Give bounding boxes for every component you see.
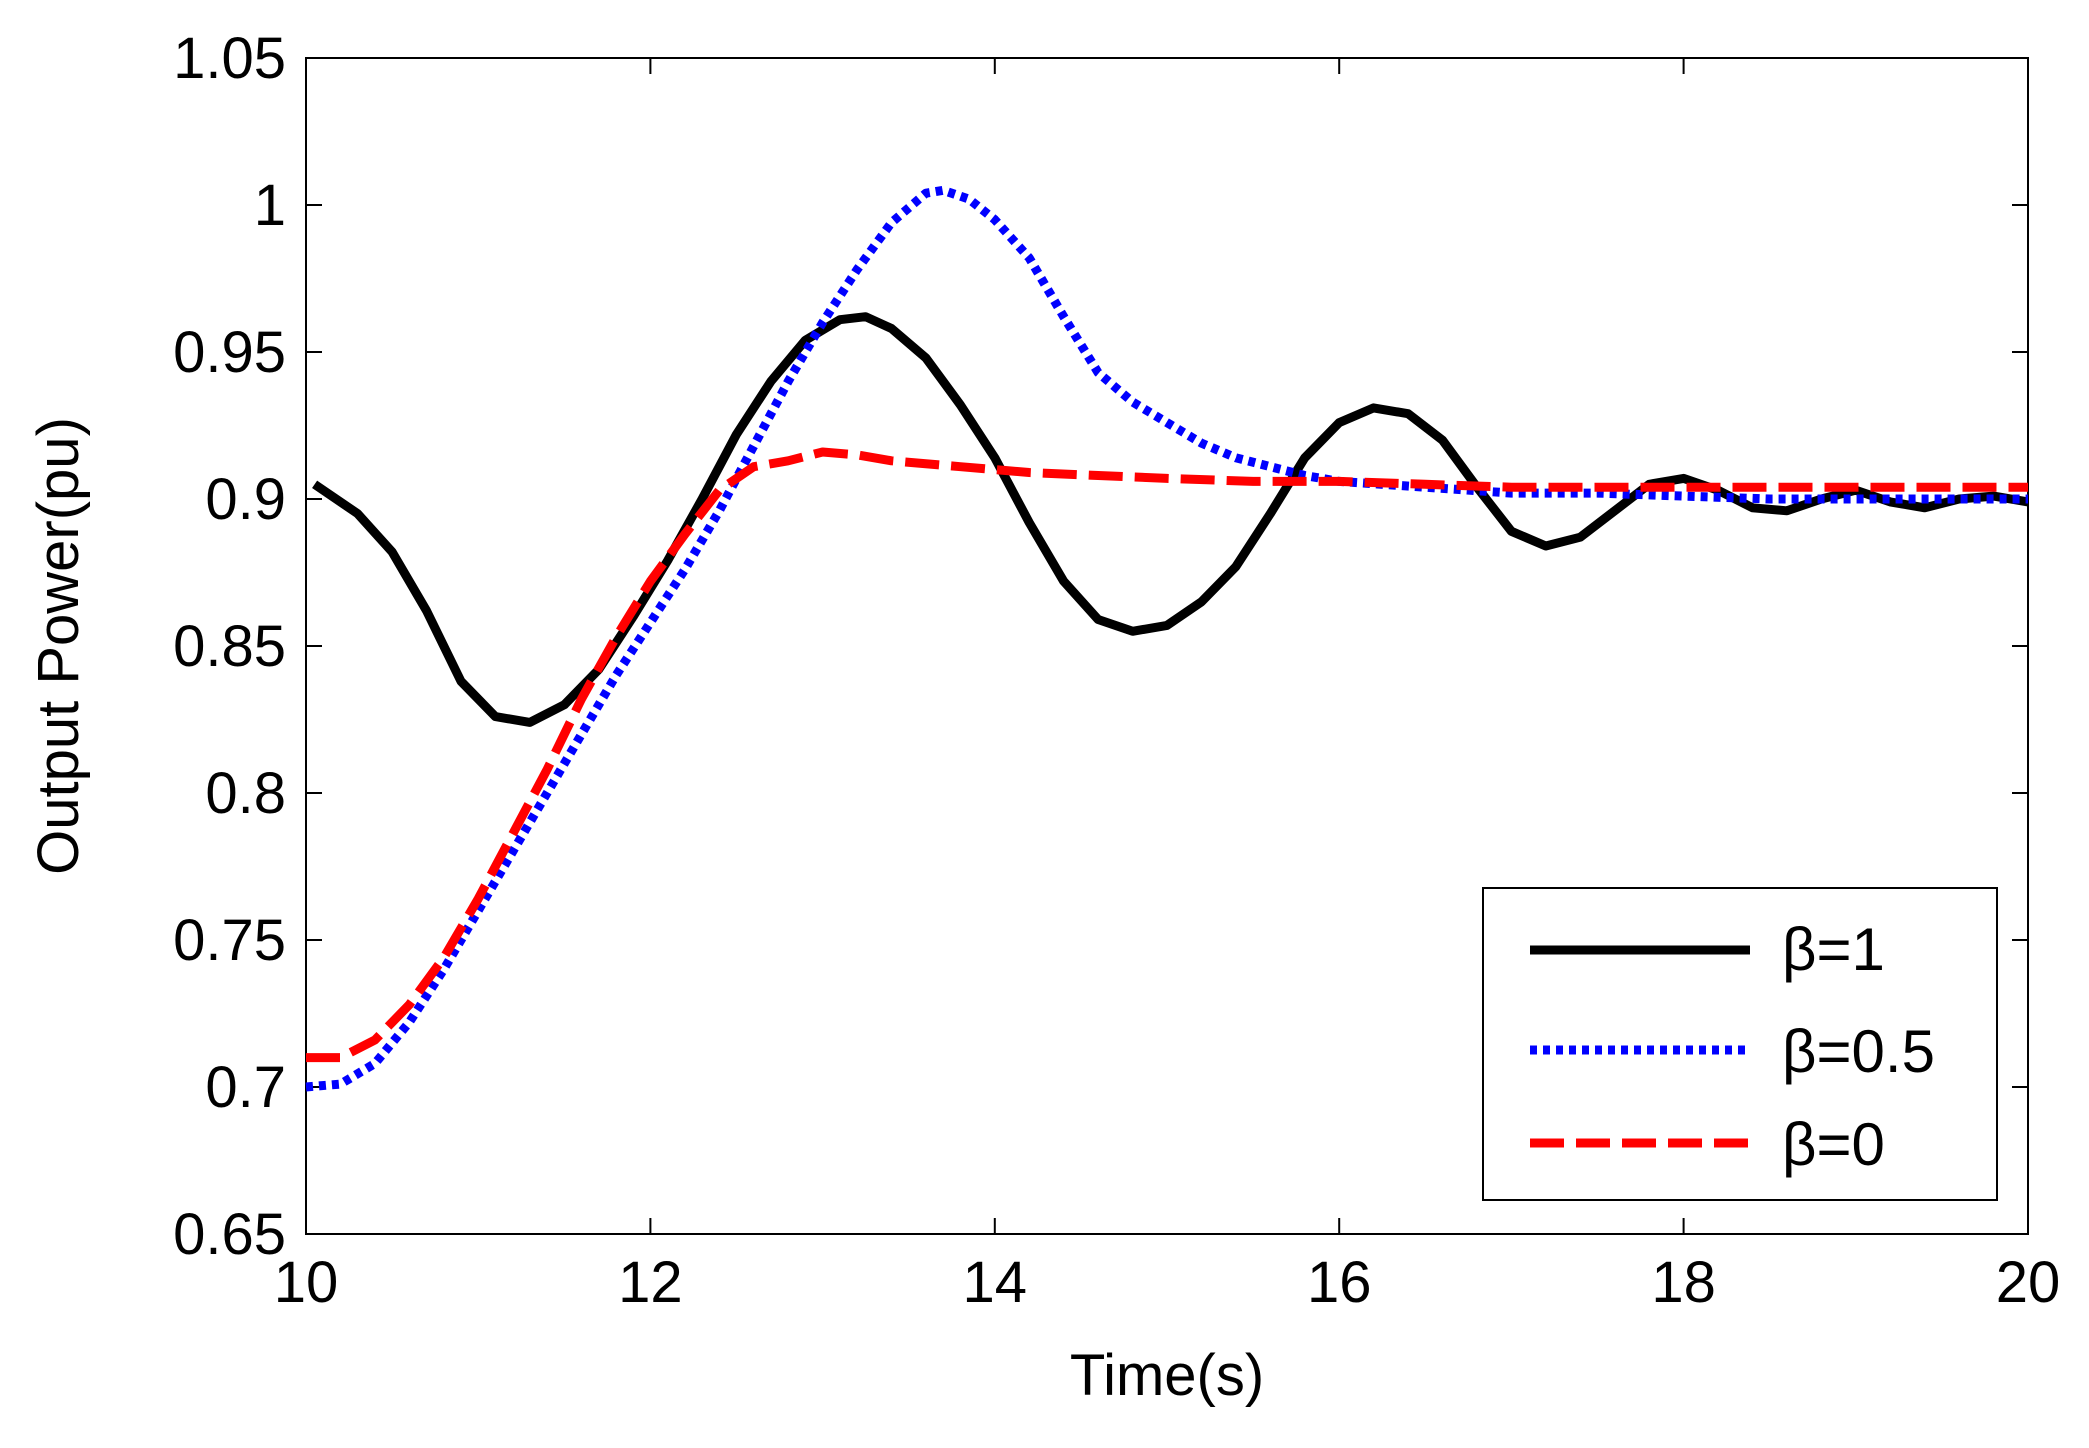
- y-tick-label: 0.95: [173, 320, 286, 385]
- x-tick-label: 14: [963, 1250, 1028, 1315]
- y-tick-label: 1: [254, 173, 286, 238]
- y-tick-label: 0.8: [205, 761, 286, 826]
- y-axis-title: Output Power(pu): [26, 417, 91, 875]
- x-tick-label: 20: [1996, 1250, 2061, 1315]
- y-tick-label: 1.05: [173, 26, 286, 91]
- legend-label-beta-1: β=1: [1782, 916, 1885, 983]
- y-tick-label: 0.85: [173, 614, 286, 679]
- legend-box: [1482, 887, 1998, 1201]
- legend-label-beta-0: β=0: [1782, 1111, 1885, 1178]
- x-tick-labels: 10 12 14 16 18 20: [274, 1250, 2061, 1315]
- y-tick-label: 0.9: [205, 467, 286, 532]
- legend-label-beta-0-5: β=0.5: [1782, 1018, 1935, 1085]
- y-tick-label: 0.7: [205, 1055, 286, 1120]
- x-tick-label: 16: [1307, 1250, 1372, 1315]
- series-layer: [305, 185, 2029, 1092]
- x-tick-label: 10: [274, 1250, 339, 1315]
- y-tick-label: 0.65: [173, 1202, 286, 1267]
- legend: β=1 β=0.5 β=0: [1482, 887, 1998, 1201]
- x-tick-label: 18: [1651, 1250, 1716, 1315]
- x-axis-title: Time(s): [1070, 1343, 1264, 1408]
- x-tick-label: 12: [618, 1250, 683, 1315]
- y-tick-label: 0.75: [173, 908, 286, 973]
- series-line-2: [306, 447, 2028, 1063]
- tick-marks: [305, 57, 2029, 1235]
- y-tick-labels: 0.65 0.7 0.75 0.8 0.85 0.9 0.95 1 1.05: [173, 26, 286, 1267]
